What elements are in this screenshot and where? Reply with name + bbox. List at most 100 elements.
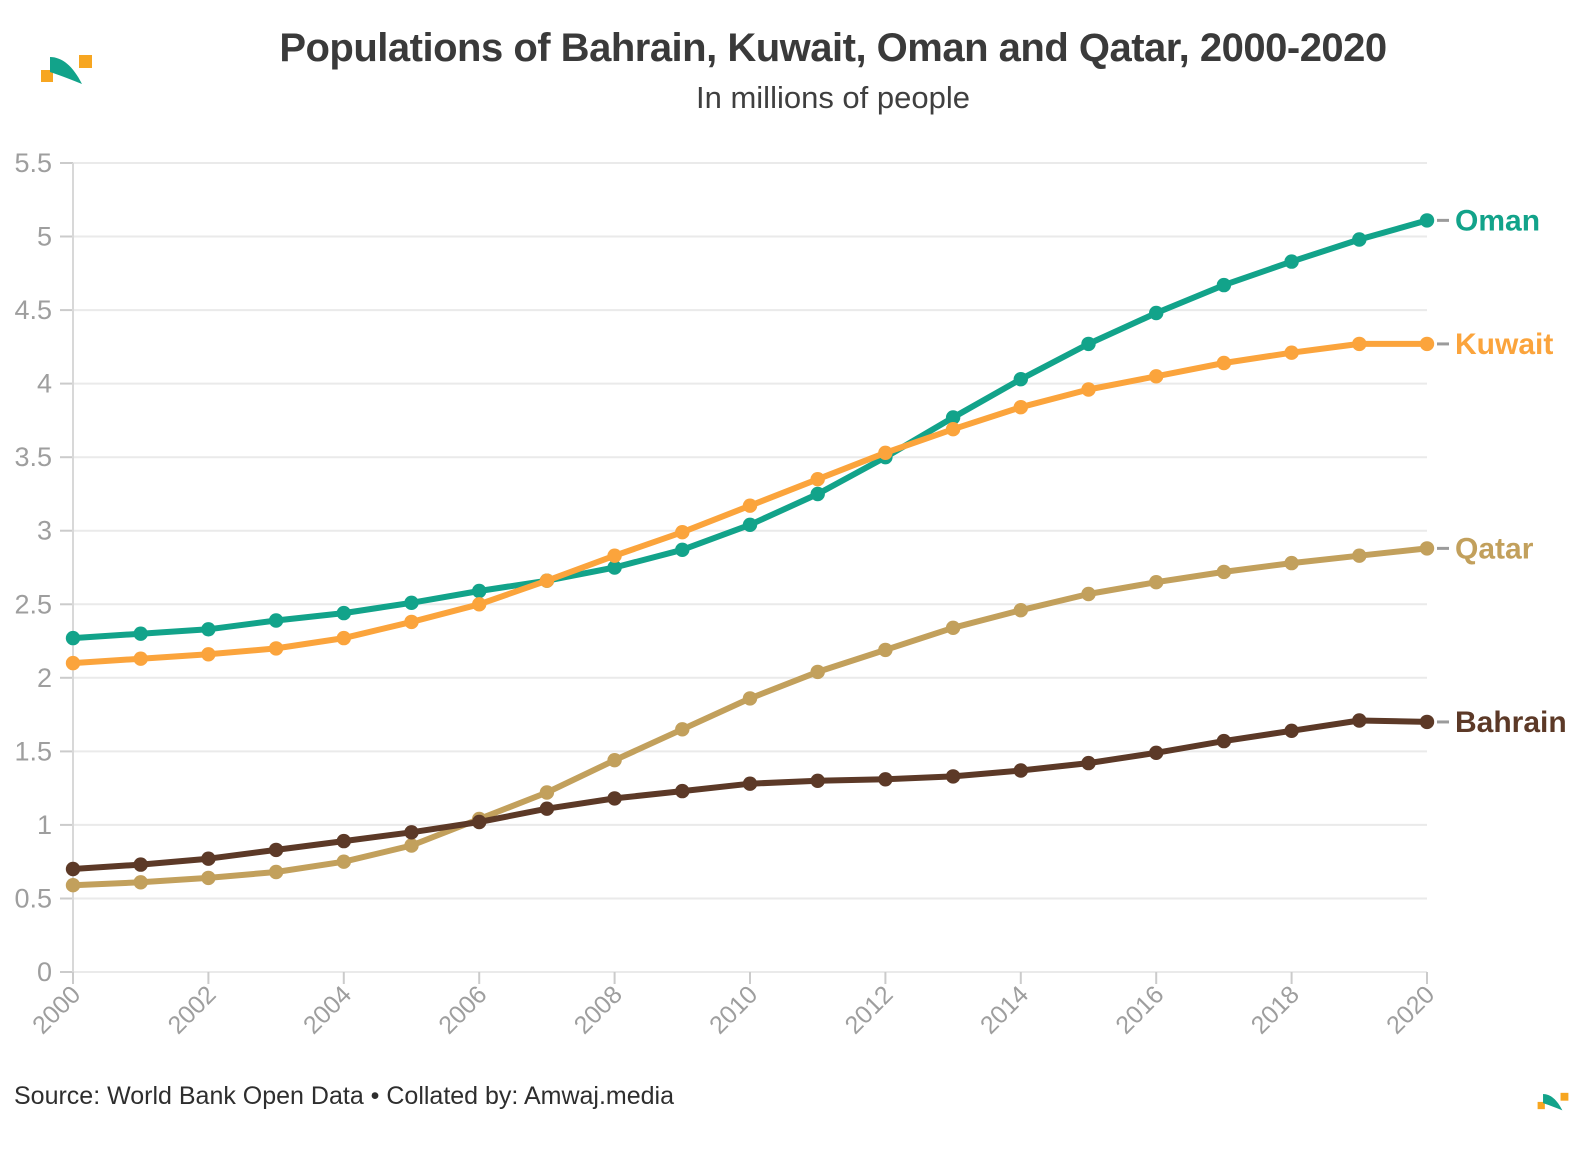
data-point-bahrain-2019 — [1352, 713, 1367, 728]
data-point-bahrain-2007 — [539, 801, 555, 816]
data-point-bahrain-2010 — [742, 776, 758, 791]
y-tick-label: 2.5 — [14, 589, 52, 619]
series-label-oman: Oman — [1455, 204, 1540, 237]
data-point-oman-2016 — [1149, 305, 1164, 321]
y-tick-label: 2 — [37, 663, 52, 693]
data-point-bahrain-2005 — [404, 825, 419, 840]
y-tick-label: 0 — [37, 957, 52, 987]
y-tick-label: 4.5 — [14, 295, 52, 325]
x-tick-label: 2020 — [1381, 980, 1440, 1039]
data-point-qatar-2019 — [1352, 548, 1367, 563]
data-point-bahrain-2011 — [810, 773, 825, 788]
data-point-oman-2010 — [742, 517, 758, 532]
data-point-kuwait-2018 — [1284, 345, 1299, 360]
data-point-bahrain-2016 — [1149, 745, 1164, 760]
data-point-kuwait-2003 — [268, 641, 284, 656]
y-tick-label: 1 — [37, 810, 52, 840]
x-tick-label: 2004 — [298, 980, 357, 1039]
data-point-kuwait-2006 — [472, 597, 487, 612]
y-tick-label: 1.5 — [14, 736, 52, 766]
data-point-bahrain-2002 — [201, 851, 216, 866]
x-tick-label: 2002 — [163, 980, 222, 1039]
data-point-kuwait-2017 — [1216, 355, 1232, 371]
data-point-qatar-2007 — [539, 785, 555, 800]
data-point-kuwait-2005 — [404, 614, 419, 630]
data-point-bahrain-2012 — [878, 772, 893, 787]
data-point-qatar-2016 — [1149, 575, 1164, 590]
series-label-qatar: Qatar — [1455, 532, 1534, 565]
x-tick-label: 2016 — [1110, 980, 1169, 1039]
x-tick-label: 2014 — [975, 980, 1034, 1039]
data-point-bahrain-2003 — [268, 842, 284, 858]
data-point-kuwait-2001 — [133, 651, 148, 666]
data-point-oman-2014 — [1013, 372, 1028, 387]
data-point-oman-2009 — [675, 542, 690, 557]
data-point-bahrain-2000 — [65, 861, 81, 877]
data-point-kuwait-2002 — [201, 647, 216, 662]
data-point-kuwait-2010 — [742, 498, 758, 513]
series-label-bahrain: Bahrain — [1455, 706, 1567, 739]
amwaj-logo-icon — [41, 55, 92, 84]
data-point-qatar-2000 — [65, 878, 81, 893]
data-point-oman-2013 — [945, 410, 961, 425]
data-point-kuwait-2012 — [878, 445, 893, 460]
data-point-oman-2004 — [336, 605, 351, 621]
data-point-kuwait-2000 — [65, 655, 81, 671]
data-point-oman-2002 — [201, 622, 216, 637]
amwaj-logo-small-icon — [1537, 1092, 1569, 1111]
series-label-kuwait: Kuwait — [1455, 328, 1553, 361]
x-tick-label: 2000 — [27, 980, 86, 1039]
data-point-kuwait-2019 — [1352, 336, 1367, 352]
data-point-bahrain-2014 — [1013, 763, 1028, 778]
y-tick-label: 0.5 — [14, 884, 52, 914]
data-point-kuwait-2015 — [1081, 382, 1096, 397]
data-point-qatar-2015 — [1081, 586, 1096, 602]
data-point-qatar-2012 — [878, 642, 893, 658]
data-point-kuwait-2007 — [539, 573, 555, 588]
data-point-kuwait-2013 — [945, 422, 961, 437]
x-tick-label: 2018 — [1246, 980, 1305, 1039]
y-tick-label: 3 — [37, 516, 52, 546]
data-point-oman-2020 — [1419, 213, 1435, 228]
x-tick-label: 2010 — [704, 980, 763, 1039]
data-point-qatar-2005 — [404, 838, 419, 853]
data-point-qatar-2010 — [742, 691, 758, 706]
data-point-qatar-2018 — [1284, 555, 1299, 571]
source-text: Source: World Bank Open Data • Collated … — [14, 1082, 674, 1110]
data-point-kuwait-2004 — [336, 630, 351, 646]
data-point-kuwait-2016 — [1149, 369, 1164, 384]
data-point-bahrain-2009 — [675, 783, 690, 799]
data-point-qatar-2013 — [945, 620, 961, 635]
data-point-oman-2019 — [1352, 232, 1367, 247]
data-point-oman-2015 — [1081, 336, 1096, 352]
y-tick-label: 5 — [37, 222, 52, 252]
data-point-qatar-2020 — [1419, 541, 1435, 556]
data-point-oman-2003 — [268, 613, 284, 628]
data-point-oman-2008 — [607, 560, 622, 575]
data-point-oman-2000 — [65, 630, 81, 646]
data-point-bahrain-2017 — [1216, 733, 1232, 749]
data-point-kuwait-2011 — [810, 472, 825, 487]
data-point-kuwait-2009 — [675, 525, 690, 540]
data-point-oman-2018 — [1284, 254, 1299, 269]
data-point-qatar-2011 — [810, 664, 825, 680]
data-point-bahrain-2006 — [472, 814, 487, 830]
data-point-qatar-2008 — [607, 753, 622, 768]
y-tick-label: 4 — [37, 369, 52, 399]
data-point-bahrain-2018 — [1284, 723, 1299, 738]
data-point-bahrain-2015 — [1081, 755, 1096, 771]
data-point-qatar-2004 — [336, 854, 351, 869]
data-point-bahrain-2013 — [945, 769, 961, 784]
data-point-kuwait-2008 — [607, 548, 622, 563]
x-tick-label: 2012 — [840, 980, 899, 1039]
x-tick-label: 2008 — [569, 980, 628, 1039]
data-point-bahrain-2020 — [1419, 714, 1435, 730]
data-point-bahrain-2008 — [607, 791, 622, 806]
data-point-qatar-2009 — [675, 722, 690, 737]
data-point-kuwait-2014 — [1013, 400, 1028, 415]
series-line-qatar — [70, 545, 1430, 889]
page-subtitle: In millions of people — [696, 80, 970, 115]
data-point-bahrain-2004 — [336, 833, 351, 849]
